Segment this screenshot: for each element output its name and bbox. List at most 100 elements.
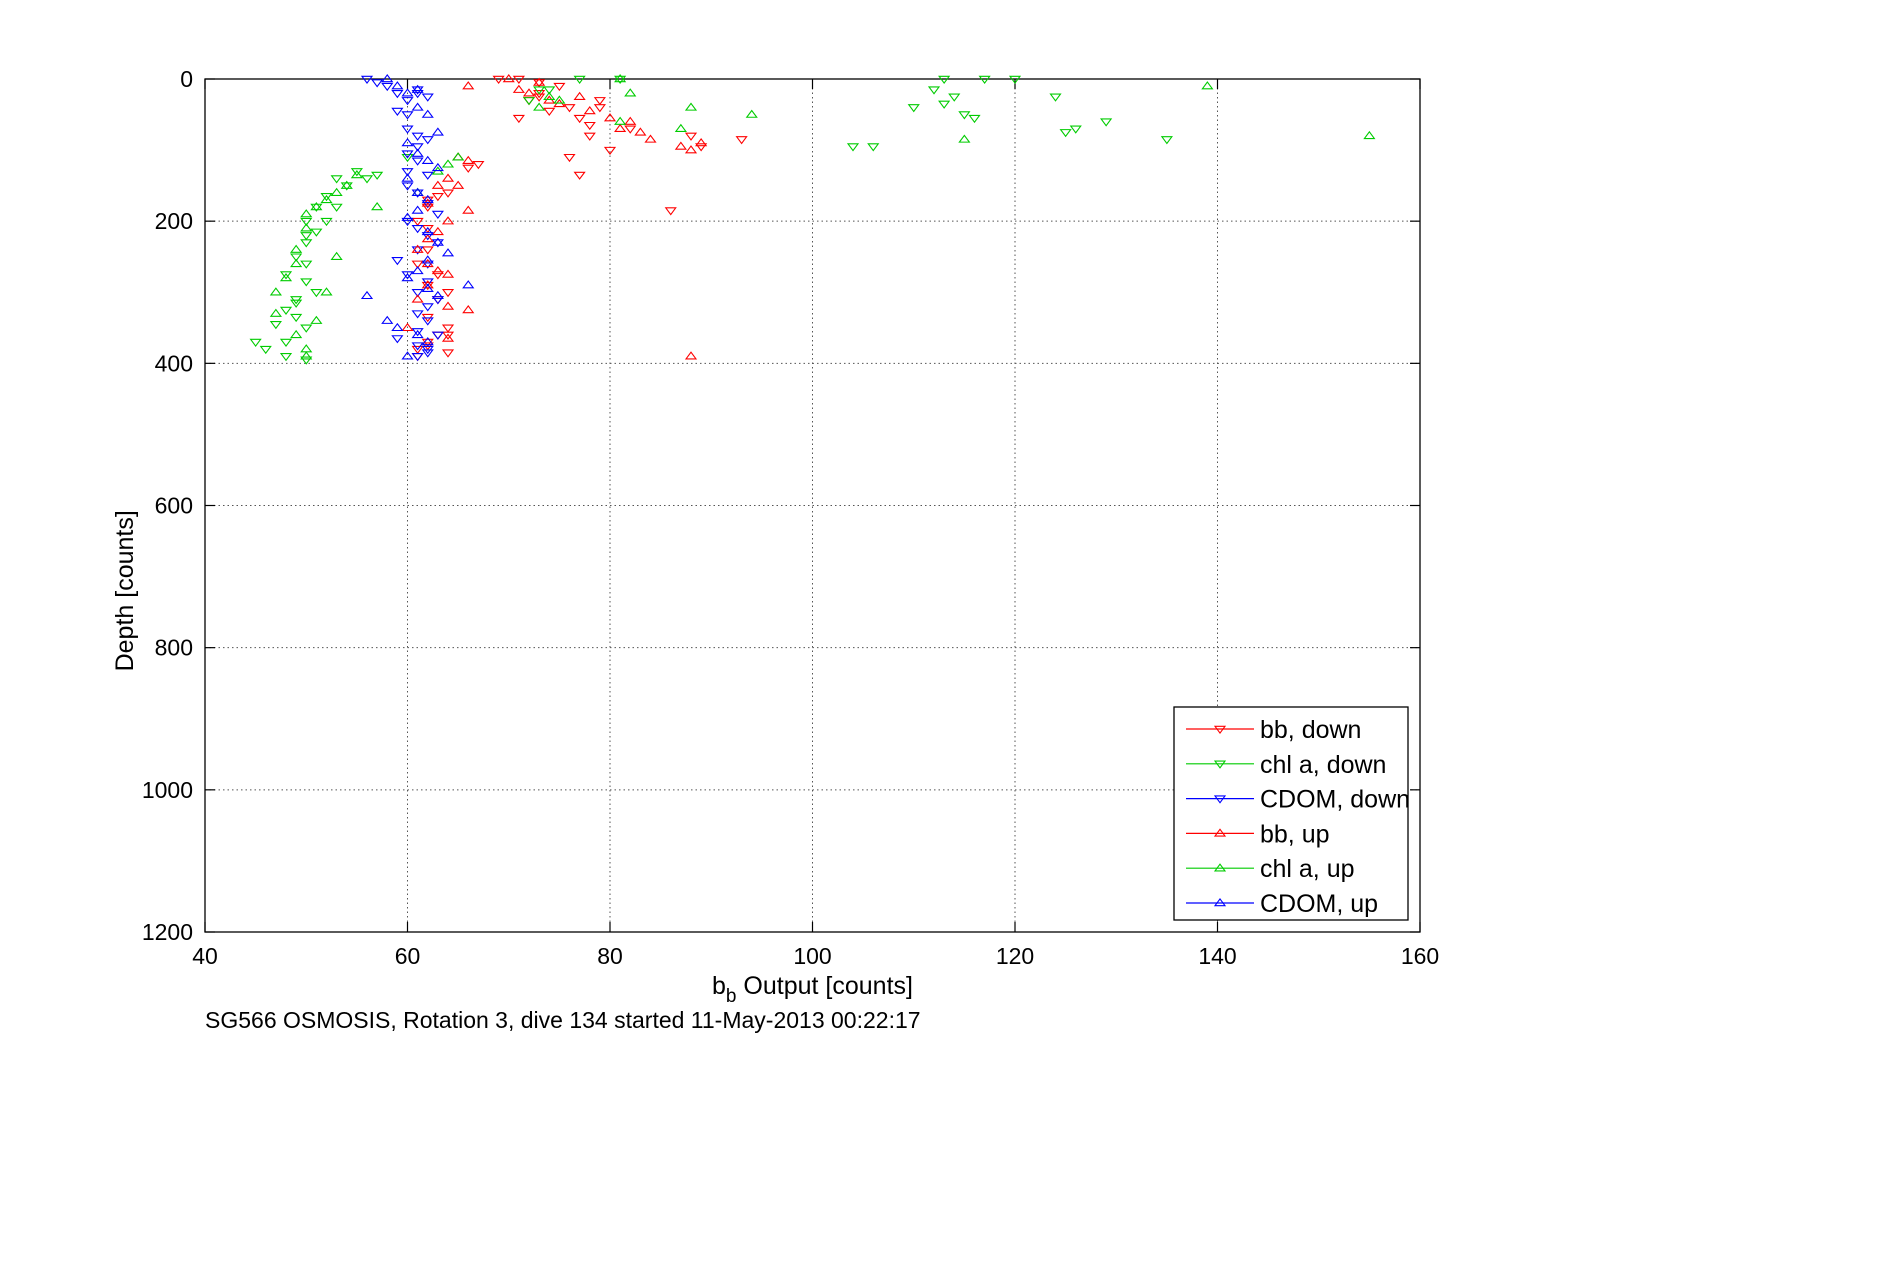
data-point (421, 93, 434, 102)
data-point (421, 278, 434, 287)
data-point (684, 351, 698, 360)
data-point (421, 317, 434, 326)
y-tick-label: 1200 (142, 919, 193, 945)
data-point (421, 194, 434, 204)
data-point (411, 157, 424, 166)
data-point (1100, 118, 1113, 127)
data-point (401, 88, 414, 97)
data-point (958, 134, 971, 143)
data-point (452, 152, 465, 161)
data-point (310, 228, 323, 237)
legend: bb, down chl a, down CDOM, down bb, up chl a… (1173, 706, 1410, 921)
data-point (968, 114, 981, 124)
data-point (300, 356, 313, 365)
series-cdom-up (360, 74, 475, 360)
legend-item: bb, down (1186, 716, 1361, 744)
data-point (421, 255, 434, 264)
legend-label: chl a, up (1260, 855, 1355, 883)
data-point (411, 187, 424, 196)
data-point (553, 95, 566, 104)
data-point (290, 299, 303, 308)
y-axis-label: Depth [counts] (111, 510, 139, 671)
x-tick-label: 140 (1198, 943, 1236, 969)
data-point (320, 193, 333, 202)
data-point (1069, 125, 1082, 134)
data-point (522, 97, 536, 106)
data-point (846, 143, 860, 152)
y-tick-label: 0 (180, 66, 193, 92)
axis-ticks: 40 60 80 100 120 140 160 0 200 400 600 800 1000 1200 (142, 66, 1439, 969)
data-point (614, 75, 627, 84)
data-point (695, 138, 708, 147)
data-point (290, 258, 303, 268)
data-point (624, 88, 637, 97)
data-point (614, 116, 627, 125)
data-point (411, 143, 424, 152)
data-point (441, 269, 455, 278)
data-point (421, 337, 434, 346)
data-point (614, 74, 627, 83)
data-point (462, 155, 475, 164)
data-point (421, 260, 434, 269)
data-point (421, 225, 434, 234)
data-point (462, 164, 475, 173)
data-point (512, 114, 525, 124)
data-point (431, 193, 444, 202)
data-point (431, 239, 444, 248)
data-point (624, 116, 637, 125)
data-point (330, 187, 343, 196)
data-point (269, 287, 282, 296)
data-point (533, 102, 546, 111)
data-point (421, 232, 434, 241)
data-point (401, 97, 414, 106)
data-point (340, 182, 353, 191)
data-point (512, 84, 525, 93)
data-point (300, 209, 313, 218)
data-point (543, 86, 556, 95)
legend-items: bb, down chl a, down CDOM, down bb, up chl a… (1186, 716, 1410, 918)
data-point (360, 75, 374, 84)
data-point (441, 248, 455, 257)
data-point (290, 253, 303, 262)
data-point (411, 260, 424, 269)
data-point (391, 81, 404, 90)
legend-label: chl a, down (1260, 751, 1386, 779)
series-chl-a-up (269, 74, 1376, 360)
data-point (431, 162, 444, 172)
data-point (441, 189, 455, 198)
data-point (573, 91, 586, 101)
legend-item: chl a, up (1186, 855, 1355, 883)
x-axis-label-main: b (712, 972, 726, 1000)
data-point (401, 271, 414, 280)
data-point (472, 161, 485, 170)
data-point (330, 251, 343, 260)
data-point (411, 89, 424, 99)
data-point (441, 289, 455, 298)
data-point (411, 289, 424, 298)
data-point (411, 345, 424, 355)
data-point (431, 226, 444, 236)
data-point (1201, 81, 1214, 90)
data-point (462, 280, 475, 289)
data-point (401, 150, 414, 159)
data-point (300, 260, 313, 269)
data-point (421, 203, 434, 212)
data-point (279, 352, 293, 362)
x-axis-label: bb Output [counts] (712, 972, 913, 1007)
data-point (371, 201, 384, 211)
data-point (634, 127, 647, 136)
legend-label: CDOM, up (1260, 890, 1378, 918)
data-point (411, 265, 424, 275)
data-point (431, 127, 444, 136)
data-point (563, 104, 576, 113)
data-point (411, 132, 424, 141)
data-point (431, 296, 444, 305)
data-point (381, 82, 394, 92)
data-point (391, 335, 404, 344)
data-point (462, 305, 475, 314)
y-tick-label: 800 (155, 635, 193, 661)
data-point (411, 328, 424, 337)
data-point (300, 223, 313, 232)
